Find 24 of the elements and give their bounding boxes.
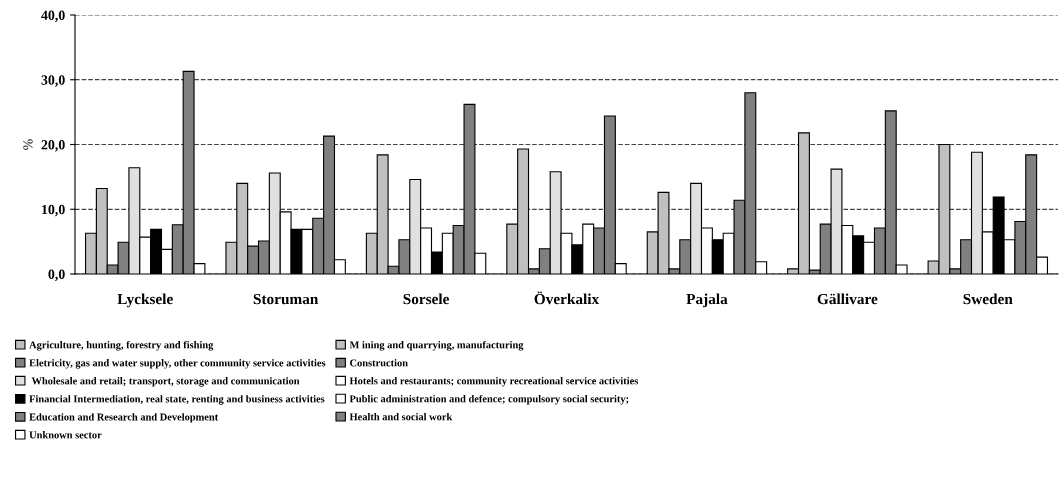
legend-label: Financial Intermediation, real state, renting and business activities [29, 395, 325, 405]
x-tick-label: Sweden [963, 293, 1013, 305]
x-tick-label: Storuman [253, 293, 319, 305]
y-tick-label: 30,0 [41, 75, 65, 87]
x-tick-label: Lycksele [117, 293, 173, 308]
legend-label: Wholesale and retail; transport, storage and communication [31, 377, 300, 387]
legend-label: Hotels and restaurants; community recreational service activities [349, 377, 639, 387]
legend-label: M ining and quarrying, manufacturing [349, 340, 524, 351]
x-tick-label: Sorsele [403, 293, 450, 305]
legend-label: Health and social work [349, 412, 453, 421]
legend-label: Unknown sector [29, 431, 102, 439]
x-tick-label: Överkalix [534, 291, 600, 305]
y-tick-label: 20,0 [41, 140, 65, 152]
legend-label: Construction [350, 359, 408, 367]
legend-label: Public administration and defence; compulsory social security; [349, 394, 629, 405]
legend-label: Education and Research and Development [29, 413, 219, 423]
legend-label: Agriculture, hunting, forestry and fishing [29, 340, 214, 351]
x-tick-label: Pajala [686, 293, 728, 308]
y-tick-label: 10,0 [42, 204, 65, 217]
y-tick-label: 0,0 [48, 269, 65, 281]
legend-label: Eletricity, gas and water supply, other community service activities [29, 359, 326, 369]
x-tick-label: Gällivare [817, 293, 878, 305]
y-tick-label: 40,0 [41, 10, 65, 22]
y-axis-title: % [23, 139, 33, 150]
